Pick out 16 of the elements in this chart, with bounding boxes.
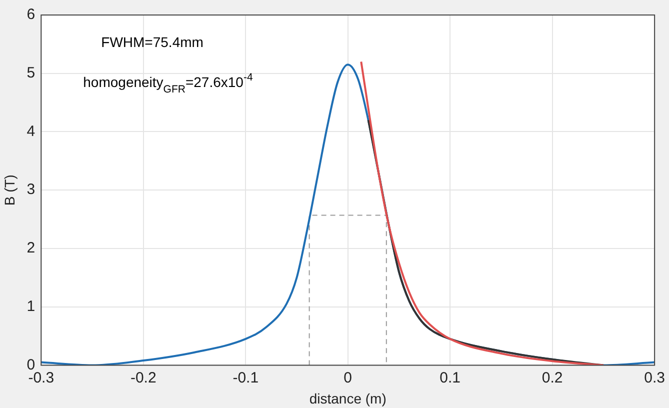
y-tick-label: 6 <box>26 6 36 24</box>
x-tick-label: 0.3 <box>644 369 666 386</box>
y-axis-title: B (T) <box>1 174 18 206</box>
y-tick-label: 1 <box>26 298 36 315</box>
line-series <box>360 60 604 366</box>
x-tick-label: 0 <box>344 369 352 386</box>
x-tick-label: -0.1 <box>232 369 259 386</box>
y-tick-label: 5 <box>26 64 36 82</box>
x-tick-label: 0.2 <box>542 369 563 386</box>
x-axis-title: distance (m) <box>309 390 386 406</box>
x-tick-label: 0.1 <box>440 369 461 386</box>
annotation: FWHM=75.4mm <box>101 34 204 50</box>
y-tick-label: 4 <box>26 122 36 140</box>
x-tick-label: -0.2 <box>130 369 156 386</box>
y-tick-label: 2 <box>26 240 36 257</box>
y-tick-label: 3 <box>26 181 36 198</box>
